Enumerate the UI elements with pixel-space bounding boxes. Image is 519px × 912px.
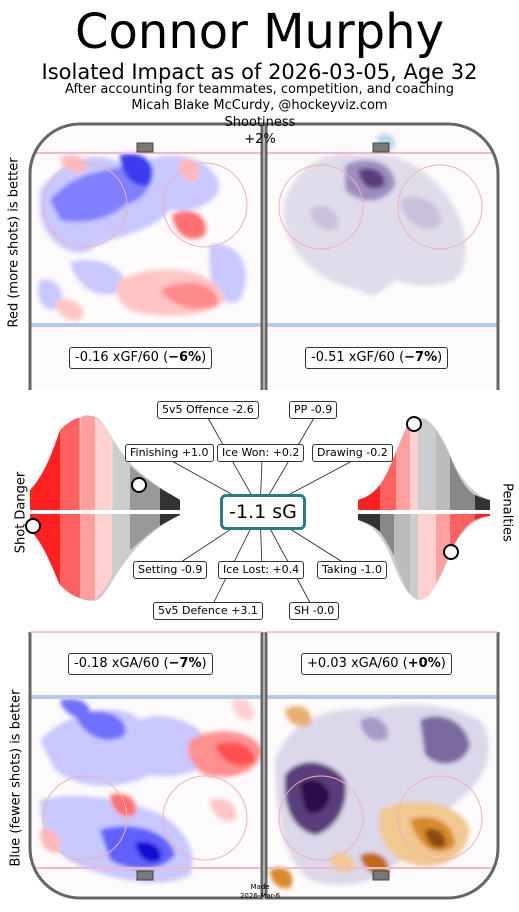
page-subtitle: Isolated Impact as of 2026-03-05, Age 32: [41, 60, 478, 84]
sh-box: SH -0.0: [289, 602, 340, 620]
page-title: Connor Murphy: [75, 4, 444, 60]
goal-net-tl: [136, 142, 154, 153]
finishing-box: Finishing +1.0: [125, 444, 214, 462]
shootiness-value: +2%: [244, 132, 276, 147]
rink-pp-offence: [266, 124, 498, 390]
pp-box: PP -0.9: [289, 401, 338, 419]
defence-5v5-box: 5v5 Defence +3.1: [153, 602, 263, 620]
goal-net-bl: [136, 870, 154, 881]
author-credit: Micah Blake McCurdy, @hockeyviz.com: [131, 98, 388, 113]
shot-danger-label: Shot Danger: [13, 471, 29, 554]
penalties-distribution: [358, 417, 490, 600]
xgf-pp-rate: -0.51 xGF/60 (−7%): [305, 347, 449, 369]
drawing-box: Drawing -0.2: [312, 444, 393, 462]
made-date-value: 2026-Mar-6: [239, 892, 281, 900]
offence-marker: [131, 477, 147, 493]
goal-net-br: [372, 870, 390, 881]
rink-5v5-defence: [30, 632, 262, 898]
shootiness-label: Shootiness: [224, 115, 296, 130]
drawing-marker: [406, 416, 422, 432]
made-date: Made 2026-Mar-6: [230, 883, 290, 901]
rink-border-tr: [264, 122, 500, 390]
top-side-label: Red (more shots) is better: [6, 157, 22, 328]
penalties-label: Penalties: [499, 483, 515, 542]
offence-5v5-box: 5v5 Offence -2.6: [157, 401, 259, 419]
ice-lost-box: Ice Lost: +0.4: [218, 561, 305, 579]
rink-border-br: [264, 632, 500, 900]
ice-won-box: Ice Won: +0.2: [217, 444, 305, 462]
xgf-5v5-rate: -0.16 xGF/60 (−6%): [69, 347, 213, 369]
rink-5v5-offence: [30, 124, 262, 390]
xga-pk-rate: +0.03 xGA/60 (+0%): [301, 653, 452, 675]
defence-marker: [25, 518, 41, 534]
rink-border-tl: [28, 122, 264, 390]
bottom-side-label: Blue (fewer shots) is better: [8, 689, 24, 867]
made-label: Made: [250, 883, 270, 891]
total-impact-badge: -1.1 sG: [220, 494, 306, 530]
rink-pk-defence: [266, 632, 498, 898]
taking-box: Taking -1.0: [317, 561, 387, 579]
setting-box: Setting -0.9: [133, 561, 208, 579]
goal-net-tr: [372, 142, 390, 153]
xga-5v5-rate: -0.18 xGA/60 (−7%): [68, 653, 213, 675]
rink-border-bl: [28, 632, 264, 900]
taking-marker: [443, 544, 459, 560]
method-note: After accounting for teammates, competit…: [65, 82, 454, 97]
